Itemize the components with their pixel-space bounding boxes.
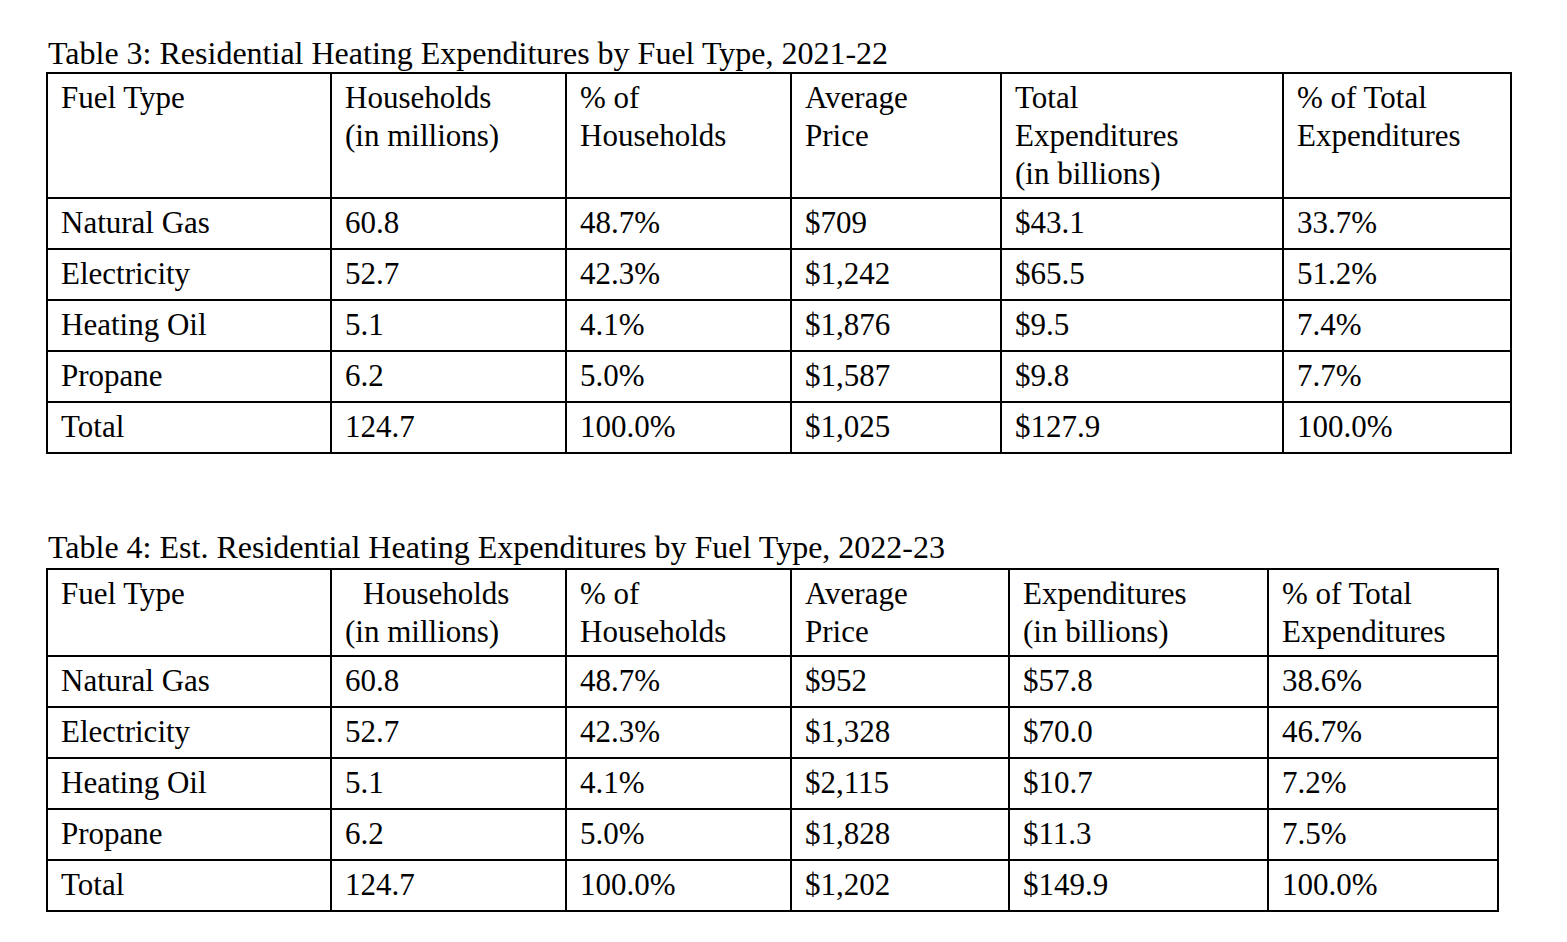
- table-cell: 5.0%: [566, 351, 791, 402]
- header-cell: Households (in millions): [331, 569, 566, 656]
- table-cell: 4.1%: [566, 758, 791, 809]
- table-cell: Propane: [47, 809, 331, 860]
- table-cell: $11.3: [1009, 809, 1268, 860]
- table-cell: Heating Oil: [47, 300, 331, 351]
- header-cell: % of Households: [566, 569, 791, 656]
- table-cell: 6.2: [331, 351, 566, 402]
- table-cell: $149.9: [1009, 860, 1268, 911]
- table-cell: 5.1: [331, 300, 566, 351]
- table-cell: 51.2%: [1283, 249, 1511, 300]
- table-cell: 46.7%: [1268, 707, 1498, 758]
- table-cell: 60.8: [331, 656, 566, 707]
- header-cell: Households (in millions): [331, 73, 566, 198]
- header-cell: Total Expenditures (in billions): [1001, 73, 1283, 198]
- table-row-total: Total 124.7 100.0% $1,202 $149.9 100.0%: [47, 860, 1498, 911]
- table-row-propane: Propane 6.2 5.0% $1,587 $9.8 7.7%: [47, 351, 1511, 402]
- table-cell: $70.0: [1009, 707, 1268, 758]
- table-row-heating-oil: Heating Oil 5.1 4.1% $2,115 $10.7 7.2%: [47, 758, 1498, 809]
- table-cell: Electricity: [47, 249, 331, 300]
- table-cell: 100.0%: [566, 402, 791, 453]
- table-cell: Total: [47, 402, 331, 453]
- table-cell: 52.7: [331, 249, 566, 300]
- table-cell: 42.3%: [566, 249, 791, 300]
- table-cell: 5.1: [331, 758, 566, 809]
- table-row-heating-oil: Heating Oil 5.1 4.1% $1,876 $9.5 7.4%: [47, 300, 1511, 351]
- table-cell: 60.8: [331, 198, 566, 249]
- table-cell: $43.1: [1001, 198, 1283, 249]
- table-cell: 7.2%: [1268, 758, 1498, 809]
- header-cell: Expenditures (in billions): [1009, 569, 1268, 656]
- table-cell: $10.7: [1009, 758, 1268, 809]
- header-cell: % of Total Expenditures: [1268, 569, 1498, 656]
- table-cell: $1,242: [791, 249, 1001, 300]
- table-cell: 124.7: [331, 860, 566, 911]
- table-cell: $65.5: [1001, 249, 1283, 300]
- table-cell: $2,115: [791, 758, 1009, 809]
- table-cell: 33.7%: [1283, 198, 1511, 249]
- table-cell: Natural Gas: [47, 198, 331, 249]
- table-row-electricity: Electricity 52.7 42.3% $1,242 $65.5 51.2…: [47, 249, 1511, 300]
- table4-est-heating-expenditures-2022-23: Fuel Type Households (in millions) % of …: [46, 568, 1499, 912]
- table-cell: 7.7%: [1283, 351, 1511, 402]
- header-cell: Fuel Type: [47, 73, 331, 198]
- document-page: Table 3: Residential Heating Expenditure…: [0, 0, 1567, 942]
- header-cell: Average Price: [791, 73, 1001, 198]
- table-row-propane: Propane 6.2 5.0% $1,828 $11.3 7.5%: [47, 809, 1498, 860]
- table3-title: Table 3: Residential Heating Expenditure…: [48, 34, 888, 72]
- table-row-total: Total 124.7 100.0% $1,025 $127.9 100.0%: [47, 402, 1511, 453]
- table4-header-row: Fuel Type Households (in millions) % of …: [47, 569, 1498, 656]
- table-cell: $1,587: [791, 351, 1001, 402]
- table-cell: 48.7%: [566, 198, 791, 249]
- table-cell: Total: [47, 860, 331, 911]
- table-cell: 42.3%: [566, 707, 791, 758]
- table-row-electricity: Electricity 52.7 42.3% $1,328 $70.0 46.7…: [47, 707, 1498, 758]
- table-cell: 52.7: [331, 707, 566, 758]
- table-row-natural-gas: Natural Gas 60.8 48.7% $709 $43.1 33.7%: [47, 198, 1511, 249]
- table-row-natural-gas: Natural Gas 60.8 48.7% $952 $57.8 38.6%: [47, 656, 1498, 707]
- table-cell: $952: [791, 656, 1009, 707]
- table-cell: Heating Oil: [47, 758, 331, 809]
- header-cell: % of Households: [566, 73, 791, 198]
- table-cell: 4.1%: [566, 300, 791, 351]
- table-cell: $1,876: [791, 300, 1001, 351]
- table-cell: 7.4%: [1283, 300, 1511, 351]
- table3-heating-expenditures-2021-22: Fuel Type Households (in millions) % of …: [46, 72, 1512, 454]
- table-cell: 100.0%: [1268, 860, 1498, 911]
- table-cell: $57.8: [1009, 656, 1268, 707]
- table3-header-row: Fuel Type Households (in millions) % of …: [47, 73, 1511, 198]
- table-cell: $709: [791, 198, 1001, 249]
- table-cell: 100.0%: [1283, 402, 1511, 453]
- table-cell: $127.9: [1001, 402, 1283, 453]
- header-cell: % of Total Expenditures: [1283, 73, 1511, 198]
- table-cell: 6.2: [331, 809, 566, 860]
- table-cell: 38.6%: [1268, 656, 1498, 707]
- table-cell: 48.7%: [566, 656, 791, 707]
- header-cell: Fuel Type: [47, 569, 331, 656]
- table-cell: $1,025: [791, 402, 1001, 453]
- table-cell: 7.5%: [1268, 809, 1498, 860]
- table-cell: Natural Gas: [47, 656, 331, 707]
- table-cell: 124.7: [331, 402, 566, 453]
- table-cell: $1,202: [791, 860, 1009, 911]
- table-cell: $1,328: [791, 707, 1009, 758]
- table-cell: Propane: [47, 351, 331, 402]
- table-cell: 5.0%: [566, 809, 791, 860]
- table-cell: $9.8: [1001, 351, 1283, 402]
- table-cell: Electricity: [47, 707, 331, 758]
- table-cell: 100.0%: [566, 860, 791, 911]
- table-cell: $1,828: [791, 809, 1009, 860]
- table-cell: $9.5: [1001, 300, 1283, 351]
- table4-title: Table 4: Est. Residential Heating Expend…: [48, 528, 945, 566]
- header-cell: Average Price: [791, 569, 1009, 656]
